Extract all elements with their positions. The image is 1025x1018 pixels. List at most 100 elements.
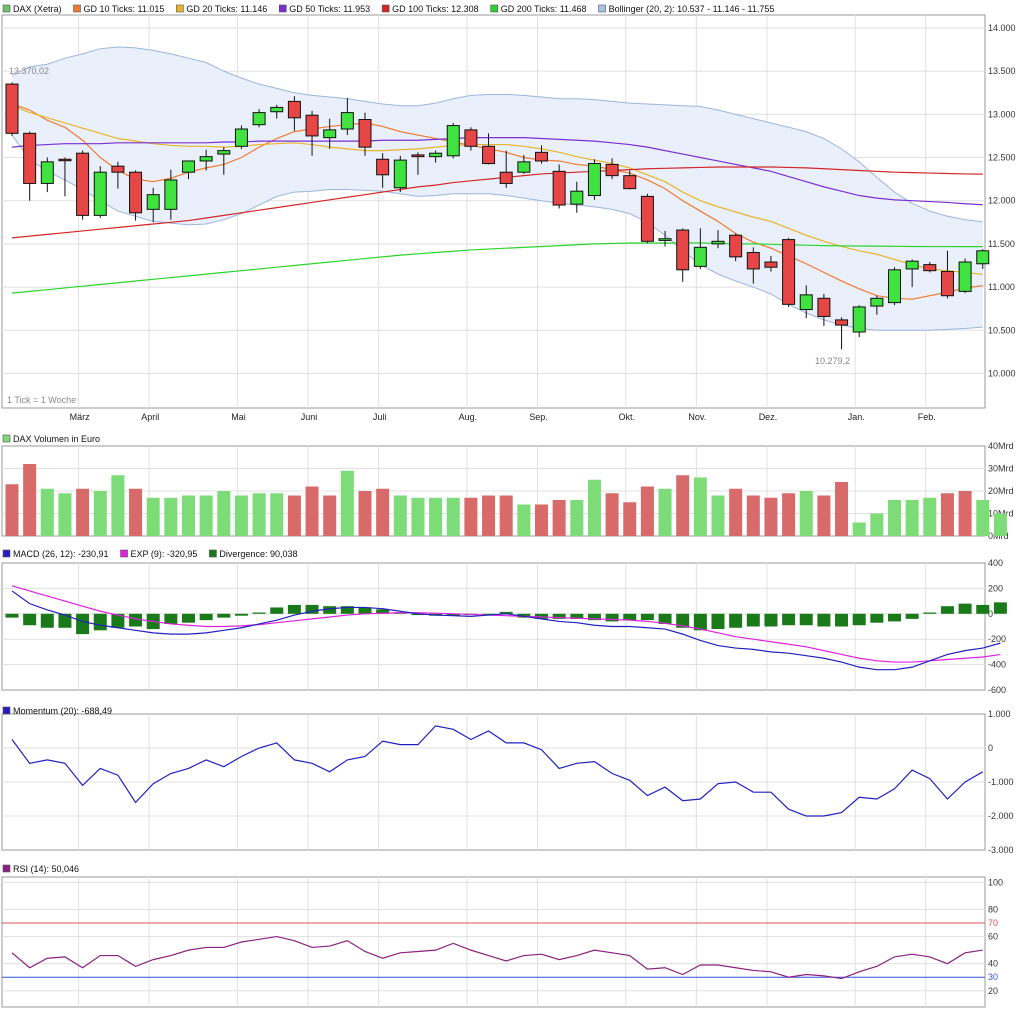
candle (40, 161, 54, 184)
candle (129, 171, 143, 214)
rsi-line (11, 935, 983, 980)
panel-1: 10.000 10.500 11.000 11.500 12.000 12.500 13.0… (1, 14, 1016, 422)
volume-bar (852, 522, 866, 536)
divergence-bar (199, 613, 213, 621)
candle (23, 132, 37, 184)
divergence-bar (129, 613, 143, 627)
candle (111, 165, 125, 173)
signal-line (11, 585, 1001, 663)
divergence-bar (58, 613, 72, 628)
divergence-bar (482, 613, 496, 615)
candle (252, 112, 266, 126)
candle (764, 261, 778, 268)
candle (323, 129, 337, 139)
candle (305, 114, 319, 137)
candle (640, 195, 654, 242)
rsi-reference-label: 70 (988, 918, 998, 928)
high-annotation: 13.370,02 (9, 66, 49, 76)
divergence-bar (111, 613, 125, 628)
x-tick-label: Juli (373, 412, 387, 422)
divergence-bar (234, 613, 248, 616)
candle (693, 246, 707, 267)
candle (76, 152, 90, 216)
divergence-bar (587, 613, 601, 621)
tick-note: 1 Tick = 1 Woche (7, 395, 76, 405)
divergence-bar (605, 613, 619, 622)
divergence-bar (976, 604, 990, 614)
volume-bar (693, 477, 707, 536)
volume-bar (835, 482, 849, 536)
y-tick-label: -400 (988, 660, 1006, 670)
volume-bar (146, 497, 160, 536)
divergence-bar (358, 607, 372, 614)
volume-bar (93, 491, 107, 536)
legend-swatch (120, 549, 128, 558)
divergence-bar (76, 613, 90, 635)
y-tick-label: -1.000 (988, 777, 1014, 787)
y-tick-label: 400 (988, 558, 1003, 568)
candle (835, 319, 849, 326)
divergence-bar (888, 613, 901, 622)
legend-entry: GD 200 Ticks: 11.468 (501, 4, 587, 14)
y-tick-label: 0 (988, 609, 993, 619)
y-tick-label: 12.000 (988, 196, 1016, 206)
divergence-bar (340, 606, 354, 614)
y-tick-label: 1.000 (988, 709, 1011, 719)
divergence-bar (764, 613, 778, 627)
legend-entry: GD 50 Ticks: 11.953 (289, 4, 370, 14)
legend-entry: RSI (14): 50,046 (13, 864, 79, 874)
legend-swatch (598, 4, 606, 13)
x-tick-label: April (141, 412, 159, 422)
candle (870, 297, 884, 307)
candle (411, 154, 425, 158)
x-tick-label: Feb. (918, 412, 936, 422)
volume-bar (5, 484, 19, 536)
y-tick-label: 20 (988, 986, 998, 996)
volume-bar (305, 486, 319, 536)
volume-bar (499, 495, 513, 536)
x-tick-label: Mai (231, 412, 246, 422)
series-line-gd-100 (11, 166, 983, 239)
y-tick-label: 40Mrd (988, 441, 1014, 451)
plot-area (1, 876, 986, 1008)
volume-bar (746, 495, 760, 536)
legend-entry: GD 10 Ticks: 11.015 (84, 4, 165, 14)
y-tick-label: 80 (988, 905, 998, 915)
low-annotation: 10.279,2 (815, 356, 850, 366)
divergence-bar (93, 613, 107, 631)
legend-entry: EXP (9): -320,95 (131, 549, 198, 559)
legend-entry: Bollinger (20, 2): 10.537 - 11.146 - 11.… (609, 4, 775, 14)
legend-entry: DAX Volumen in Euro (13, 434, 100, 444)
divergence-bar (852, 613, 866, 626)
x-tick-label: Dez. (759, 412, 778, 422)
y-tick-label: 13.500 (988, 66, 1016, 76)
volume-bar (234, 495, 248, 536)
legend-swatch (176, 4, 184, 13)
candle (817, 297, 831, 317)
divergence-bar (535, 613, 548, 619)
candle (340, 112, 354, 130)
volume-bar (623, 502, 637, 536)
y-tick-label: 30Mrd (988, 464, 1014, 474)
divergence-bar (958, 603, 972, 614)
panel-2: 0Mrd10Mrd20Mrd30Mrd40MrdDAX Volumen in E… (1, 434, 1014, 541)
volume-bar (711, 495, 725, 536)
volume-bar (993, 513, 1007, 536)
candle (746, 252, 760, 270)
candle (464, 129, 478, 147)
series-line-gd-50 (11, 137, 983, 206)
volume-bar (799, 491, 813, 536)
divergence-bar (40, 613, 54, 628)
y-tick-label: 40 (988, 959, 998, 969)
volume-bar (217, 491, 231, 536)
candle (587, 163, 601, 197)
legend-entry: DAX (Xetra) (13, 4, 62, 14)
series-line-gd-10 (11, 103, 983, 300)
legend-panel-4: Momentum (20): -688,49 (2, 706, 112, 716)
divergence-bar (729, 613, 743, 628)
candle (711, 240, 725, 245)
y-tick-label: -200 (988, 634, 1006, 644)
divergence-bar (376, 609, 390, 614)
y-tick-label: 100 (988, 877, 1003, 887)
